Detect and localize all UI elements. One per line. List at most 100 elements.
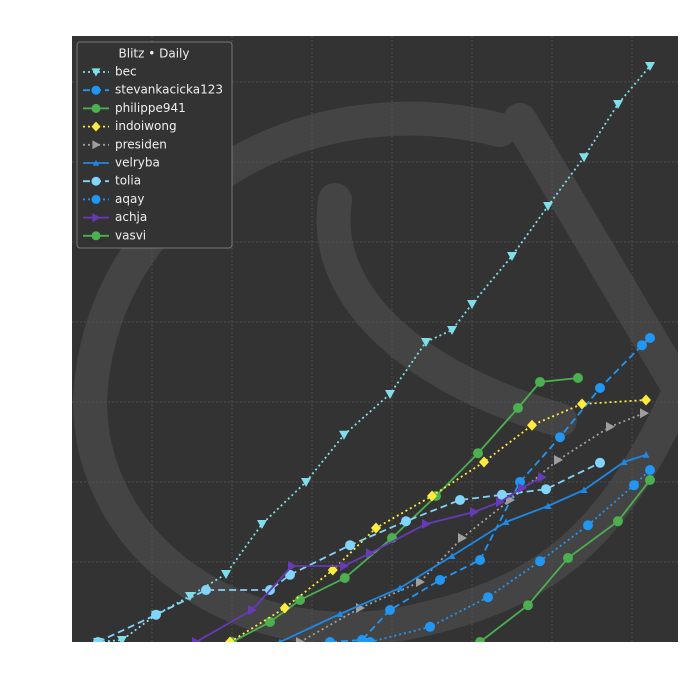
legend-label: vasvi <box>115 228 146 242</box>
watermark <box>72 101 678 642</box>
marker <box>201 585 211 595</box>
marker <box>496 497 505 507</box>
marker <box>425 621 435 632</box>
marker <box>295 595 305 605</box>
marker <box>327 564 338 576</box>
marker <box>475 637 485 642</box>
marker <box>595 457 605 468</box>
marker <box>613 100 623 109</box>
marker <box>577 398 587 410</box>
marker <box>541 484 551 495</box>
marker <box>221 570 231 579</box>
marker <box>91 121 101 132</box>
marker <box>435 575 445 585</box>
marker <box>91 194 101 204</box>
legend-label: philippe941 <box>115 101 186 115</box>
marker <box>93 637 103 642</box>
marker <box>515 477 525 487</box>
marker <box>555 432 565 443</box>
marker <box>535 556 545 567</box>
marker <box>523 600 533 611</box>
marker <box>225 636 235 642</box>
marker <box>538 472 547 483</box>
marker <box>629 480 639 491</box>
marker <box>396 584 404 591</box>
marker <box>117 636 127 642</box>
marker <box>92 140 101 150</box>
marker <box>579 153 589 163</box>
marker <box>301 478 311 487</box>
marker <box>613 516 623 527</box>
marker <box>371 522 381 534</box>
marker <box>583 520 593 531</box>
marker <box>401 516 411 527</box>
marker <box>483 592 493 603</box>
marker <box>645 62 655 71</box>
marker <box>640 408 649 419</box>
marker <box>339 430 349 440</box>
marker <box>473 448 483 459</box>
marker <box>645 465 655 475</box>
marker <box>448 552 456 559</box>
marker <box>325 637 335 642</box>
marker <box>447 326 457 335</box>
marker <box>92 159 100 166</box>
marker <box>185 592 195 601</box>
legend-label: velryba <box>115 156 160 170</box>
marker <box>507 252 517 261</box>
marker <box>345 540 355 551</box>
marker <box>366 548 375 559</box>
legend-label: bec <box>115 65 137 79</box>
marker <box>285 569 295 580</box>
marker <box>91 176 101 186</box>
marker <box>357 635 367 642</box>
marker <box>91 231 101 241</box>
marker <box>385 605 395 615</box>
legend-label: tolia <box>115 174 141 188</box>
legend-label: indoiwong <box>115 119 177 133</box>
legend-label: stevankacicka123 <box>115 83 223 97</box>
marker <box>620 458 628 465</box>
marker <box>580 486 588 493</box>
legend-label: presiden <box>115 137 167 151</box>
marker <box>91 68 101 77</box>
marker <box>151 609 161 620</box>
marker <box>365 637 375 642</box>
legend-title: Blitz • Daily <box>119 47 190 61</box>
marker <box>340 561 349 571</box>
marker <box>257 520 267 529</box>
series-line <box>195 476 543 642</box>
marker <box>554 455 563 465</box>
marker <box>458 533 467 543</box>
legend-label: achja <box>115 210 147 224</box>
marker <box>421 338 431 347</box>
marker <box>427 490 437 502</box>
marker <box>518 483 527 493</box>
marker <box>563 553 573 563</box>
marker <box>527 419 537 431</box>
legend-label: aqay <box>115 192 144 206</box>
marker <box>470 507 479 517</box>
marker <box>642 451 650 458</box>
marker <box>544 502 552 509</box>
marker <box>467 300 477 309</box>
marker <box>422 519 431 529</box>
marker <box>645 475 655 485</box>
marker <box>543 202 553 211</box>
marker <box>91 103 101 113</box>
marker <box>595 383 605 393</box>
marker <box>455 495 465 505</box>
marker <box>475 555 485 565</box>
marker <box>637 340 647 351</box>
marker <box>497 489 507 500</box>
marker <box>248 605 257 615</box>
legend-box <box>76 41 233 249</box>
marker <box>502 518 510 525</box>
marker <box>265 617 275 627</box>
marker <box>288 561 297 571</box>
marker <box>92 213 101 223</box>
series-line <box>299 412 645 642</box>
marker <box>573 373 583 383</box>
marker <box>279 602 290 614</box>
marker <box>416 577 425 587</box>
